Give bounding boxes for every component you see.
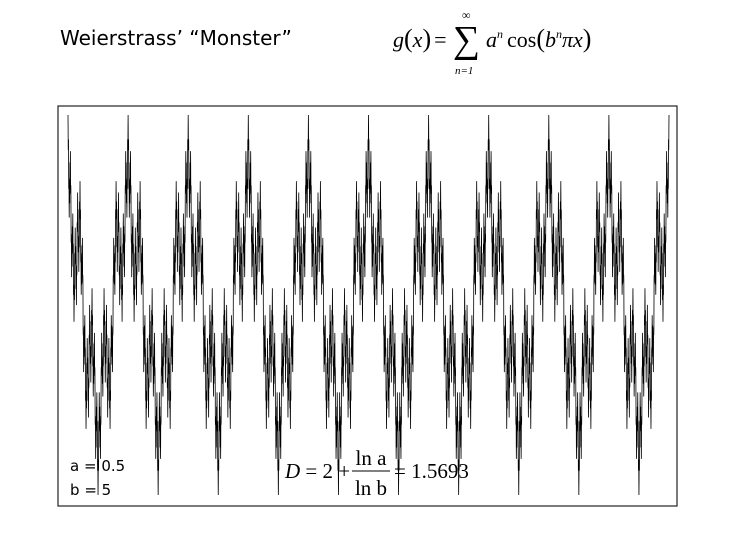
exp: n <box>556 27 562 41</box>
paren: ) <box>422 24 431 53</box>
equals: = <box>84 457 97 475</box>
exp: n <box>497 27 503 41</box>
g: g <box>393 27 404 52</box>
formula-rhs: an cos(bnπx) <box>486 24 591 53</box>
numerator: ln a <box>356 446 388 470</box>
value: 0.5 <box>101 457 125 475</box>
weierstrass-curve <box>67 114 670 496</box>
denominator: ln b <box>355 476 387 500</box>
sum-lower: n=1 <box>455 65 473 77</box>
symbol: a <box>70 457 79 475</box>
dim-right: = 1.5693 <box>394 459 469 483</box>
value: 5 <box>102 481 112 499</box>
param-b: b = 5 <box>70 481 111 499</box>
parameters: a = 0.5 b = 5 <box>70 457 125 499</box>
equals: = <box>84 481 97 499</box>
a: a <box>486 27 497 52</box>
b: b <box>545 27 556 52</box>
equals: = <box>394 459 406 483</box>
paren: ( <box>536 24 545 53</box>
formula: g(x) = ∑ ∞ n=1 an cos(bnπx) <box>393 8 591 77</box>
paren: ( <box>404 24 413 53</box>
paren: ) <box>583 24 592 53</box>
plus: + <box>338 459 350 483</box>
dimension-formula: D = 2 + ln a ln b = 1.5693 <box>284 446 469 500</box>
x: x <box>412 27 423 52</box>
equals: = <box>305 459 317 483</box>
symbol: b <box>70 481 80 499</box>
formula-lhs: g(x) = <box>393 24 447 53</box>
result: 1.5693 <box>411 459 469 483</box>
dim-left: D = 2 + <box>284 459 350 483</box>
plot-frame <box>57 105 678 507</box>
x: x <box>572 27 583 52</box>
equals: = <box>434 27 446 52</box>
two: 2 <box>323 459 334 483</box>
D: D <box>284 459 300 483</box>
sum-upper: ∞ <box>462 8 471 22</box>
param-a: a = 0.5 <box>70 457 125 475</box>
title: Weierstrass’ “Monster” <box>60 26 292 50</box>
pi: π <box>562 27 574 52</box>
cos: cos <box>507 27 536 52</box>
sigma: ∑ <box>453 19 480 61</box>
